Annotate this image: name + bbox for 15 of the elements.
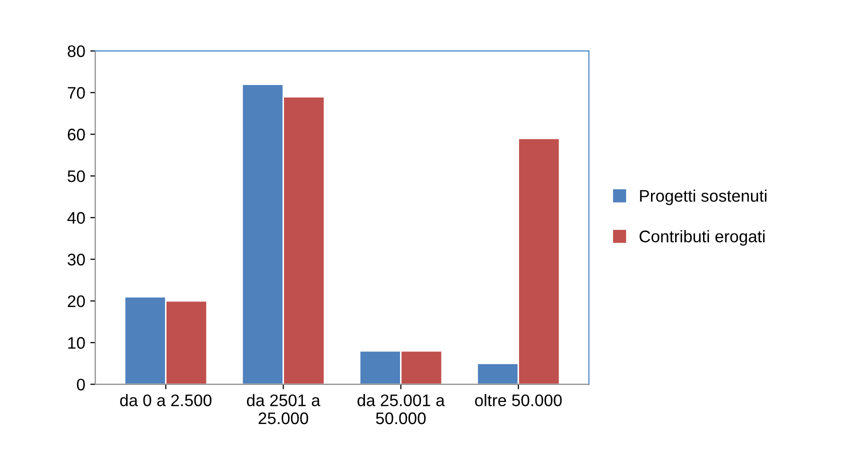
y-tick-label: 40 xyxy=(67,212,85,224)
legend-label: Contributi erogati xyxy=(640,230,765,246)
x-tick-label: oltre 50.000 xyxy=(475,394,562,406)
x-tick-label: da 25.001 a 50.000 xyxy=(358,394,445,424)
y-tick-label: 10 xyxy=(68,337,85,349)
y-tick-label: 80 xyxy=(68,45,85,58)
y-tick-label: 30 xyxy=(68,254,85,266)
legend-label: Progetti sostenuti xyxy=(640,190,766,206)
y-tick-label: 70 xyxy=(68,87,85,99)
y-tick-label: 0 xyxy=(76,378,85,390)
y-tick-label: 20 xyxy=(68,295,85,308)
y-tick-label: 50 xyxy=(68,170,85,182)
x-tick-label: da 2501 a 25.000 xyxy=(246,394,320,424)
y-tick-label: 60 xyxy=(68,128,85,140)
x-tick-label: da 0 a 2.500 xyxy=(120,394,212,406)
